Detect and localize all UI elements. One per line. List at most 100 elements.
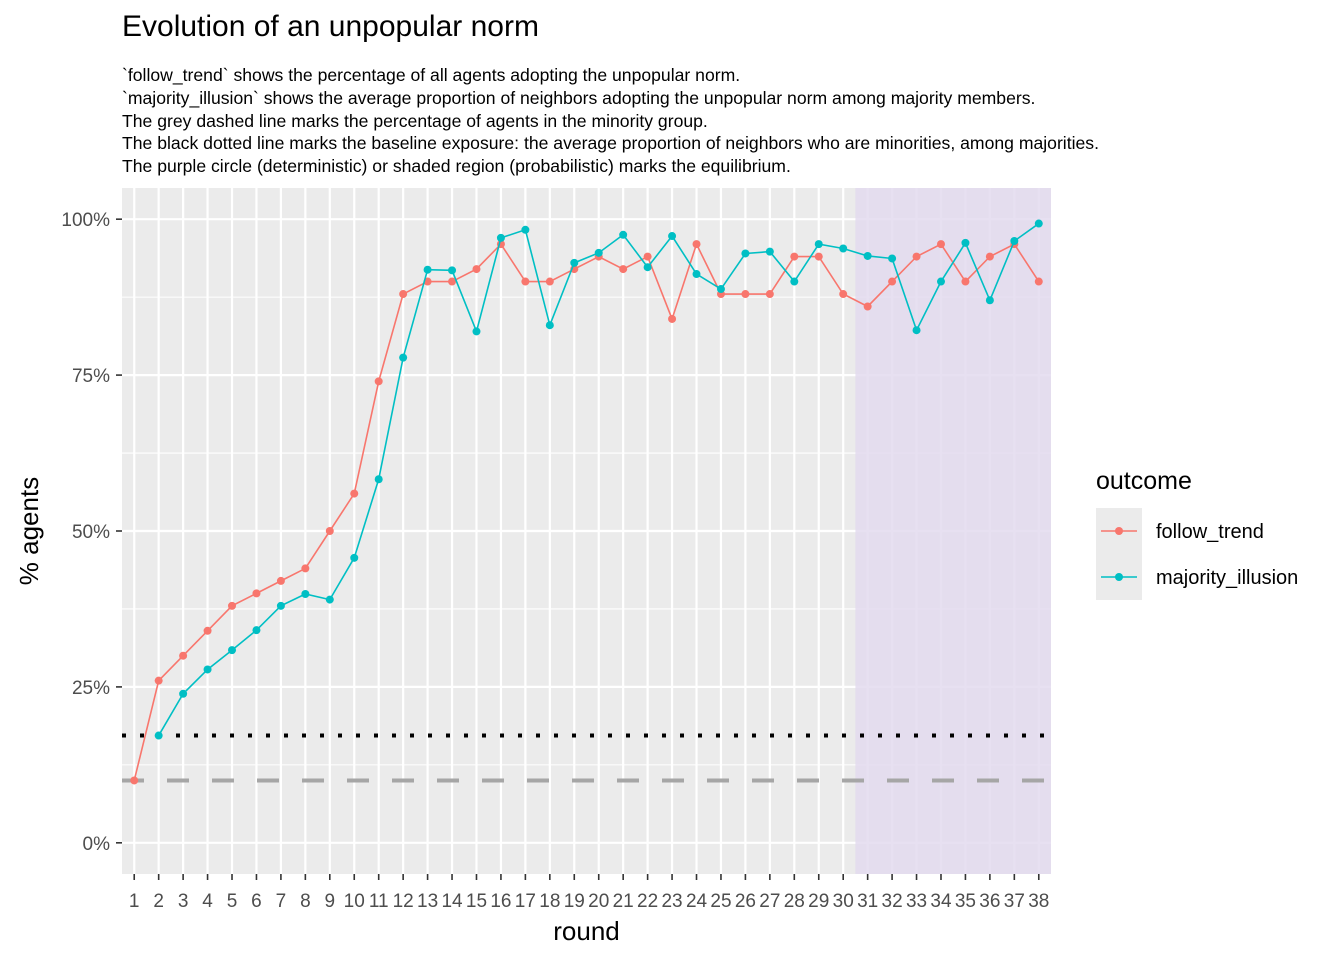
data-point-follow_trend [619,265,628,274]
x-axis: 1 2 3 4 5 6 7 8 9 10 11 12 13 14 15 16 17 18 19 20 21 22 23 24 2… [129,874,1049,912]
x-tick-label: 20 [588,891,609,912]
data-point-follow_trend [301,564,310,573]
y-axis: 0% 25% 50% 75% 100% [61,210,122,855]
data-point-majority_illusion [741,249,750,258]
x-tick-label: 37 [1004,891,1025,912]
data-point-majority_illusion [692,270,701,279]
x-tick-label: 5 [227,891,238,912]
data-point-follow_trend [203,626,212,635]
x-tick-label: 35 [955,891,976,912]
data-point-follow_trend [961,277,970,286]
data-point-majority_illusion [716,285,725,294]
data-point-follow_trend [130,776,139,785]
x-tick-label: 24 [686,891,708,912]
data-point-majority_illusion [1034,219,1043,228]
data-point-majority_illusion [301,589,310,598]
data-point-majority_illusion [203,665,212,674]
data-point-majority_illusion [668,232,677,241]
y-tick-label: 0% [83,834,111,855]
data-point-majority_illusion [1010,237,1019,246]
data-point-majority_illusion [374,475,383,484]
legend-title: outcome [1096,467,1192,495]
subtitle-line-3: The grey dashed line marks the percentag… [122,110,708,131]
series-layer [130,219,1043,785]
data-point-follow_trend [668,314,677,323]
legend-label: majority_illusion [1156,567,1298,589]
data-point-majority_illusion [276,601,285,610]
data-point-follow_trend [374,377,383,386]
data-point-follow_trend [472,265,481,274]
data-point-majority_illusion [814,240,823,249]
x-tick-label: 26 [735,891,756,912]
x-tick-label: 34 [930,891,952,912]
data-point-follow_trend [936,240,945,249]
series-line-follow_trend [133,242,1040,781]
x-tick-label: 19 [564,891,585,912]
chart-subtitle: `follow_trend` shows the percentage of a… [122,64,1099,178]
chart-title: Evolution of an unpopular norm [122,10,539,43]
x-tick-label: 29 [808,891,829,912]
subtitle-line-1: `follow_trend` shows the percentage of a… [122,65,741,85]
data-point-follow_trend [276,576,285,585]
x-tick-label: 16 [490,891,511,912]
data-point-follow_trend [252,589,261,598]
x-tick-label: 6 [251,891,262,912]
x-tick-label: 9 [325,891,336,912]
y-tick-label: 25% [72,678,110,699]
data-point-follow_trend [912,252,921,261]
data-point-majority_illusion [863,251,872,260]
subtitle-line-5: The purple circle (deterministic) or sha… [122,156,791,177]
y-tick-label: 100% [61,210,110,231]
data-point-majority_illusion [521,225,530,234]
data-point-majority_illusion [888,254,897,263]
data-point-follow_trend [839,290,848,299]
data-point-follow_trend [643,252,652,261]
legend-label: follow_trend [1156,521,1264,543]
x-axis-title: round [553,916,620,946]
x-tick-label: 30 [833,891,854,912]
data-point-follow_trend [765,290,774,299]
subtitle-line-4: The black dotted line marks the baseline… [122,133,1099,154]
data-point-follow_trend [154,676,163,685]
x-tick-label: 33 [906,891,927,912]
x-tick-label: 12 [393,891,414,912]
data-point-follow_trend [350,489,359,498]
data-point-follow_trend [399,290,408,299]
x-tick-label: 8 [300,891,311,912]
data-point-majority_illusion [228,646,237,655]
x-tick-label: 4 [202,891,213,912]
x-tick-label: 23 [661,891,682,912]
data-point-follow_trend [1034,277,1043,286]
x-tick-label: 22 [637,891,658,912]
data-point-follow_trend [888,277,897,286]
data-point-majority_illusion [545,321,554,330]
x-tick-label: 17 [515,891,536,912]
data-point-follow_trend [448,277,457,286]
x-tick-label: 18 [539,891,560,912]
data-point-follow_trend [228,601,237,610]
x-tick-label: 32 [882,891,903,912]
data-point-majority_illusion [570,258,579,267]
x-tick-label: 1 [129,891,140,912]
x-tick-label: 3 [178,891,189,912]
data-point-majority_illusion [472,327,481,336]
data-point-majority_illusion [912,326,921,335]
legend: outcome follow_trend majority_illusion [1096,467,1298,600]
x-tick-label: 28 [784,891,805,912]
data-point-majority_illusion [399,353,408,362]
data-point-majority_illusion [496,233,505,242]
x-tick-label: 7 [276,891,287,912]
data-point-majority_illusion [961,238,970,247]
shaded-region [855,188,1051,874]
data-point-majority_illusion [325,595,334,604]
data-point-majority_illusion [179,689,188,698]
data-point-majority_illusion [619,230,628,239]
data-point-follow_trend [325,527,334,535]
x-tick-label: 13 [417,891,438,912]
x-tick-label: 31 [857,891,878,912]
data-point-majority_illusion [423,265,432,274]
x-tick-label: 11 [369,891,389,912]
data-point-majority_illusion [936,277,945,286]
subtitle-line-2: `majority_illusion` shows the average pr… [122,87,1036,108]
